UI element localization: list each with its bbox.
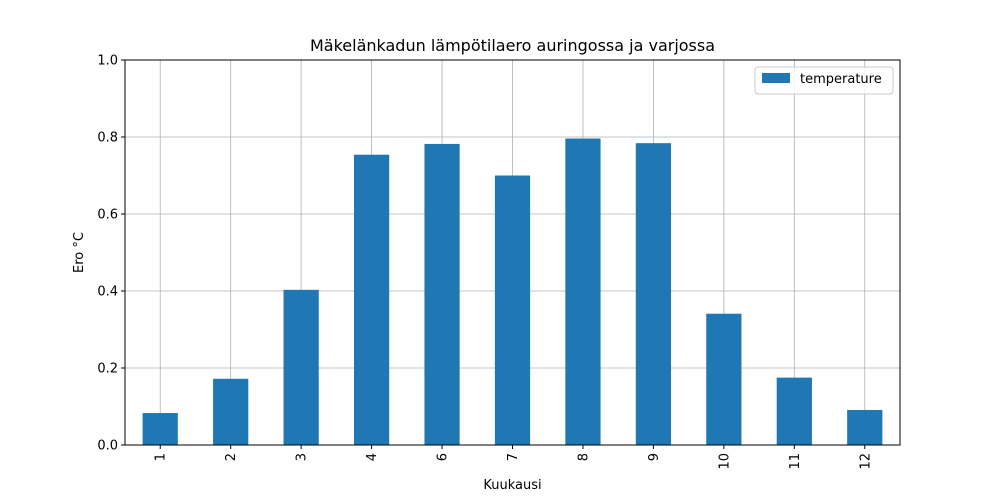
x-tick-label: 7 [506,453,521,461]
legend: temperature [754,66,894,95]
bar-month-8 [565,138,601,446]
bar-month-9 [635,143,672,445]
chart-title: Mäkelänkadun lämpötilaero auringossa ja … [310,36,715,55]
bar-month-3 [283,289,319,445]
bar-month-4 [353,154,390,445]
x-tick-label: 10 [717,453,732,470]
bar-month-11 [776,377,812,445]
y-tick-label: 0.6 [97,208,118,223]
y-axis-label: Ero °C [72,232,87,273]
bar-month-12 [847,409,883,445]
x-tick-label: 12 [858,453,873,470]
y-tick-label: 0.0 [97,439,118,454]
x-tick-label: 3 [295,453,310,461]
bar-month-1 [142,413,178,445]
y-tick-label: 0.8 [97,131,118,146]
x-tick-label: 8 [576,453,591,461]
bars [142,138,883,446]
x-tick-label: 1 [154,453,169,461]
x-axis-label: Kuukausi [483,478,541,493]
bar-month-6 [424,143,460,445]
x-axis: 1 2 3 4 6 7 8 9 10 11 12 [154,445,873,470]
x-tick-label: 6 [436,453,451,461]
bar-month-7 [494,175,531,445]
y-tick-label: 1.0 [97,54,118,69]
x-tick-label: 4 [365,453,380,461]
bar-month-2 [213,378,249,445]
y-tick-label: 0.2 [97,362,118,377]
x-tick-label: 11 [788,453,803,470]
y-axis: 0.0 0.2 0.4 0.6 0.8 1.0 [97,54,125,454]
bar-month-10 [706,313,742,445]
legend-swatch [762,73,790,83]
x-tick-label: 9 [647,453,662,461]
x-tick-label: 2 [224,453,239,461]
legend-label: temperature [800,72,882,87]
y-tick-label: 0.4 [97,285,118,300]
